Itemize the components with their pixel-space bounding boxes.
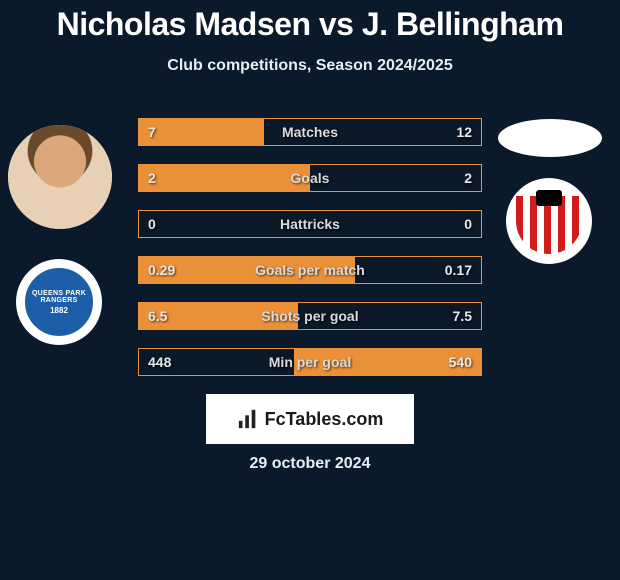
stat-row: 7Matches12 (138, 118, 482, 146)
stat-label: Matches (138, 118, 482, 146)
club-badge-left: QUEENS PARK RANGERS 1882 (16, 259, 102, 345)
player-right-photo (498, 119, 602, 157)
comparison-title: Nicholas Madsen vs J. Bellingham (0, 0, 620, 43)
render-date: 29 october 2024 (0, 455, 620, 473)
stats-bars: 7Matches12 2Goals2 0Hattricks0 0.29Goals pe… (138, 118, 482, 394)
qpr-text-mid: RANGERS (40, 297, 77, 304)
stat-label: Goals per match (138, 256, 482, 284)
brand-watermark: FcTables.com (206, 394, 414, 444)
stat-label: Hattricks (138, 210, 482, 238)
stat-value-right: 12 (456, 118, 472, 146)
qpr-text-top: QUEENS PARK (32, 290, 86, 297)
player-right-name: J. Bellingham (362, 6, 564, 42)
stat-label: Min per goal (138, 348, 482, 376)
stat-value-right: 7.5 (453, 302, 472, 330)
stat-value-right: 540 (449, 348, 472, 376)
stat-value-right: 2 (464, 164, 472, 192)
season-subtitle: Club competitions, Season 2024/2025 (0, 57, 620, 75)
club-badge-right (506, 178, 592, 264)
stat-label: Goals (138, 164, 482, 192)
stat-row: 448Min per goal540 (138, 348, 482, 376)
qpr-badge-icon: QUEENS PARK RANGERS 1882 (16, 259, 102, 345)
player-left-name: Nicholas Madsen (57, 6, 311, 42)
stat-row: 0Hattricks0 (138, 210, 482, 238)
title-vs: vs (319, 6, 354, 42)
sunderland-badge-icon (506, 178, 592, 264)
qpr-year: 1882 (50, 306, 68, 315)
stat-value-right: 0 (464, 210, 472, 238)
stat-row: 6.5Shots per goal7.5 (138, 302, 482, 330)
brand-text: FcTables.com (265, 409, 384, 430)
avatar-icon (8, 125, 112, 229)
bars-icon (237, 408, 259, 430)
stat-value-right: 0.17 (445, 256, 472, 284)
stat-row: 0.29Goals per match0.17 (138, 256, 482, 284)
stat-label: Shots per goal (138, 302, 482, 330)
player-left-photo (8, 125, 112, 229)
stat-row: 2Goals2 (138, 164, 482, 192)
